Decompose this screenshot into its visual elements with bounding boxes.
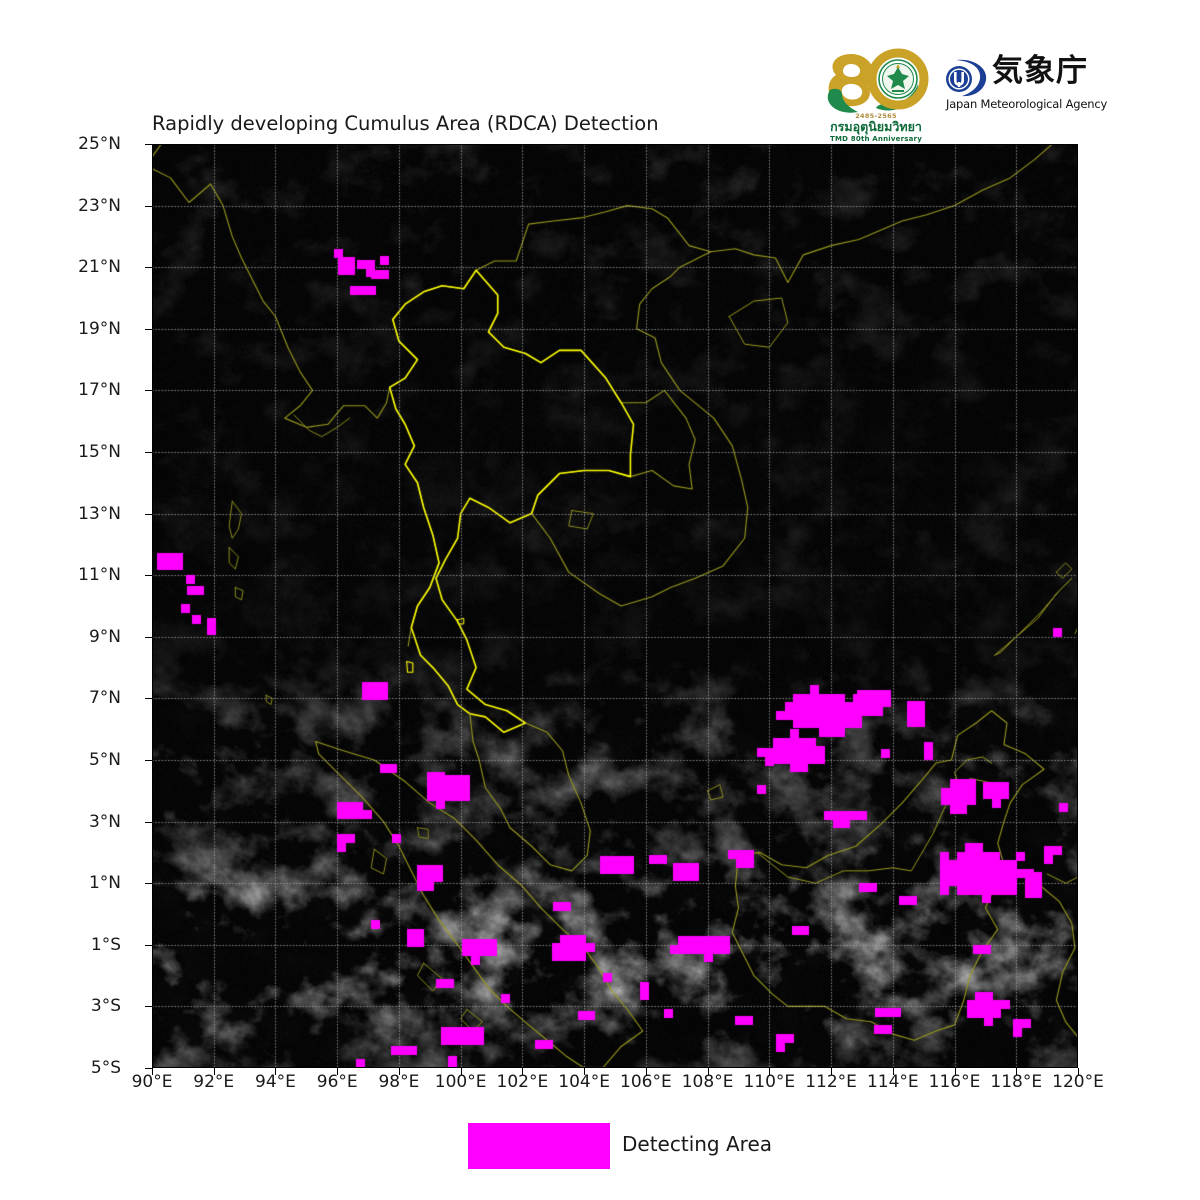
- y-tick-label: 11°N: [78, 565, 121, 586]
- x-tick-mark: [275, 1068, 277, 1075]
- x-tick-label: 94°E: [255, 1072, 296, 1092]
- x-tick-mark: [522, 1068, 524, 1075]
- y-tick-mark: [145, 698, 152, 700]
- legend-label: Detecting Area: [622, 1132, 772, 1156]
- tmd-logo: 2485-2565 กรมอุตุนิยมวิทยา TMD 80th Anni…: [814, 46, 938, 144]
- y-tick-label: 21°N: [78, 257, 121, 278]
- y-tick-mark: [145, 390, 152, 392]
- jma-mark-icon: [946, 59, 987, 97]
- x-tick-label: 116°E: [928, 1072, 981, 1092]
- x-tick-mark: [645, 1068, 647, 1075]
- y-tick-mark: [145, 1006, 152, 1008]
- x-tick-label: 96°E: [316, 1072, 358, 1092]
- satellite-map-plot: [152, 144, 1078, 1068]
- x-tick-label: 118°E: [990, 1072, 1043, 1092]
- y-tick-label: 1°S: [90, 934, 121, 955]
- y-tick-mark: [145, 452, 152, 453]
- y-tick-label: 13°N: [78, 503, 121, 524]
- y-tick-mark: [145, 575, 152, 577]
- rdca-detecting-areas: [152, 144, 1078, 1068]
- y-tick-label: 23°N: [78, 195, 121, 216]
- y-tick-label: 7°N: [88, 688, 121, 709]
- x-tick-label: 100°E: [434, 1072, 487, 1092]
- tmd-anniversary-label: TMD 80th Anniversary: [830, 135, 922, 143]
- y-tick-mark: [145, 883, 152, 885]
- x-tick-label: 106°E: [620, 1072, 672, 1092]
- x-tick-mark: [769, 1068, 771, 1075]
- y-tick-mark: [145, 513, 152, 515]
- tmd-thai-name: กรมอุตุนิยมวิทยา: [830, 119, 922, 134]
- x-tick-label: 120°E: [1052, 1072, 1104, 1092]
- y-tick-mark: [145, 821, 152, 823]
- x-tick-label: 98°E: [378, 1072, 420, 1092]
- y-tick-mark: [145, 205, 152, 207]
- legend-color-swatch: [468, 1123, 610, 1169]
- x-tick-mark: [1016, 1068, 1018, 1075]
- jma-logo: 気象庁 Japan Meteorological Agency: [944, 53, 1108, 120]
- x-tick-label: 110°E: [743, 1072, 796, 1092]
- y-tick-mark: [145, 144, 152, 145]
- x-tick-mark: [213, 1068, 215, 1075]
- y-tick-label: 19°N: [78, 318, 121, 339]
- jma-kanji: 気象庁: [992, 53, 1088, 89]
- x-tick-label: 108°E: [681, 1072, 734, 1092]
- x-tick-mark: [584, 1068, 586, 1075]
- x-tick-label: 102°E: [496, 1072, 549, 1092]
- x-tick-label: 90°E: [131, 1072, 173, 1092]
- y-tick-mark: [145, 760, 152, 761]
- jma-subtitle: Japan Meteorological Agency: [946, 97, 1108, 111]
- page-title: Rapidly developing Cumulus Area (RDCA) D…: [152, 112, 659, 135]
- y-tick-label: 1°N: [88, 873, 121, 894]
- x-tick-mark: [152, 1068, 153, 1075]
- y-tick-mark: [145, 267, 152, 269]
- y-tick-mark: [145, 1068, 152, 1069]
- x-tick-mark: [707, 1068, 709, 1075]
- y-tick-label: 25°N: [78, 134, 121, 154]
- x-tick-label: 114°E: [866, 1072, 919, 1092]
- x-tick-mark: [398, 1068, 400, 1075]
- x-tick-mark: [460, 1068, 462, 1075]
- y-tick-mark: [145, 944, 152, 946]
- y-tick-label: 17°N: [78, 380, 121, 401]
- x-tick-mark: [337, 1068, 339, 1075]
- y-tick-mark: [145, 328, 152, 330]
- y-tick-label: 3°S: [90, 996, 121, 1017]
- y-tick-label: 15°N: [78, 442, 121, 462]
- y-tick-label: 5°N: [88, 750, 121, 770]
- x-tick-label: 104°E: [558, 1072, 610, 1092]
- x-tick-mark: [831, 1068, 833, 1075]
- x-tick-mark: [1078, 1068, 1079, 1075]
- x-tick-label: 92°E: [193, 1072, 235, 1092]
- x-tick-mark: [954, 1068, 956, 1075]
- x-tick-mark: [892, 1068, 894, 1075]
- x-tick-label: 112°E: [805, 1072, 857, 1092]
- tmd-80-emblem-icon: [827, 48, 929, 113]
- y-tick-label: 5°S: [90, 1058, 121, 1078]
- y-tick-label: 3°N: [88, 811, 121, 832]
- tmd-years: 2485-2565: [855, 112, 897, 120]
- y-tick-label: 9°N: [88, 626, 121, 647]
- y-tick-mark: [145, 636, 152, 638]
